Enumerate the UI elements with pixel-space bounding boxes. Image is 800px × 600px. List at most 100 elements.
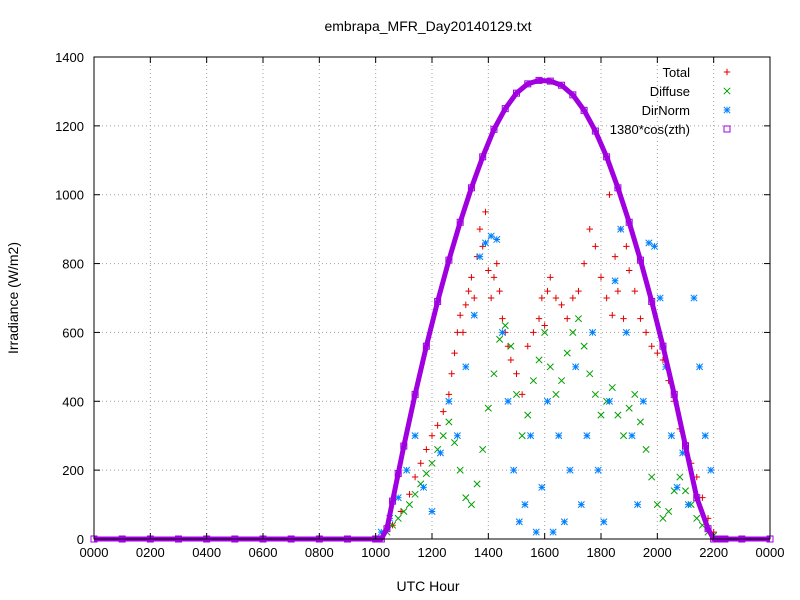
data-point	[428, 459, 436, 467]
data-point	[642, 329, 650, 336]
data-point	[515, 518, 523, 526]
data-point	[623, 243, 630, 250]
data-point	[631, 390, 639, 398]
data-point	[558, 81, 566, 89]
data-point	[597, 274, 605, 281]
data-point	[476, 253, 484, 261]
legend-label: DirNorm	[642, 103, 690, 118]
data-point	[462, 363, 470, 371]
data-point	[482, 208, 489, 216]
y-tick-label: 600	[62, 325, 84, 340]
data-point	[611, 277, 619, 285]
data-point	[411, 390, 419, 398]
data-point	[450, 439, 459, 447]
x-tick-label: 0200	[136, 545, 165, 560]
data-point	[605, 397, 614, 405]
data-point	[654, 349, 661, 357]
data-point	[648, 343, 655, 350]
x-tick-label: 0000	[756, 545, 785, 560]
data-point	[445, 256, 453, 264]
data-point	[405, 501, 414, 509]
data-point	[487, 232, 495, 240]
data-point	[552, 390, 560, 398]
data-point	[558, 301, 565, 309]
y-tick-label: 400	[62, 394, 84, 409]
data-point	[535, 315, 543, 322]
data-point	[690, 294, 698, 302]
y-tick-label: 0	[77, 532, 84, 547]
data-point	[560, 518, 568, 526]
data-point	[603, 153, 611, 161]
data-point	[419, 483, 428, 491]
data-point	[597, 411, 605, 419]
data-point	[622, 328, 630, 336]
data-point	[614, 184, 622, 192]
data-point	[648, 473, 656, 481]
data-point	[636, 418, 644, 426]
legend: Total Diffuse DirNorm 1380*cos(zth)	[610, 65, 731, 137]
data-point	[512, 390, 521, 398]
data-point	[456, 218, 464, 226]
data-point	[656, 294, 664, 302]
data-point	[521, 501, 529, 509]
data-point	[586, 225, 593, 233]
y-tick-label: 1200	[55, 119, 84, 134]
legend-marker	[723, 68, 731, 76]
data-point	[682, 442, 689, 450]
data-point	[591, 390, 599, 398]
data-point	[707, 466, 715, 474]
data-point	[518, 432, 526, 440]
data-point	[574, 315, 583, 323]
data-point	[513, 370, 520, 377]
data-point	[456, 466, 464, 474]
data-point	[498, 328, 506, 336]
data-point	[575, 287, 582, 295]
data-point	[462, 301, 469, 309]
data-point	[400, 442, 408, 450]
data-point	[507, 356, 515, 364]
data-point	[639, 397, 647, 405]
chart-title: embrapa_MFR_Day20140129.txt	[324, 18, 531, 34]
data-point	[679, 449, 687, 457]
data-point	[383, 525, 391, 533]
legend-marker	[723, 106, 731, 114]
data-point	[588, 328, 597, 336]
y-tick-label: 1400	[55, 50, 84, 65]
x-tick-label: 1600	[530, 545, 559, 560]
data-point	[417, 460, 424, 467]
data-point	[462, 494, 470, 502]
data-point	[619, 432, 628, 440]
legend-label: Diffuse	[650, 84, 690, 99]
data-point	[606, 191, 613, 198]
x-tick-label: 2200	[699, 545, 728, 560]
data-point	[608, 383, 616, 392]
data-point	[693, 514, 701, 522]
data-point	[625, 218, 633, 226]
data-point	[451, 349, 458, 357]
axis-ticks: 0000 0200 0400 0600 0800 1000 1200 1400 1600 1800…	[55, 50, 784, 560]
data-point	[507, 342, 515, 350]
data-point	[670, 390, 678, 398]
data-point	[577, 501, 585, 509]
data-point	[428, 432, 436, 439]
data-point	[485, 267, 492, 274]
x-tick-label: 1800	[587, 545, 616, 560]
x-tick-label: 0800	[305, 545, 334, 560]
data-point	[440, 408, 447, 415]
data-point	[569, 328, 577, 336]
data-point	[411, 490, 419, 498]
data-point	[487, 294, 495, 302]
data-point	[436, 449, 445, 457]
data-point	[611, 253, 619, 260]
data-point	[569, 294, 577, 302]
data-point	[541, 328, 549, 336]
data-point	[510, 466, 518, 474]
data-point	[648, 297, 656, 305]
series-2	[377, 225, 715, 536]
data-point	[445, 391, 453, 398]
data-point	[411, 473, 419, 481]
data-point	[484, 404, 492, 412]
data-point	[490, 274, 498, 281]
data-point	[572, 363, 580, 371]
